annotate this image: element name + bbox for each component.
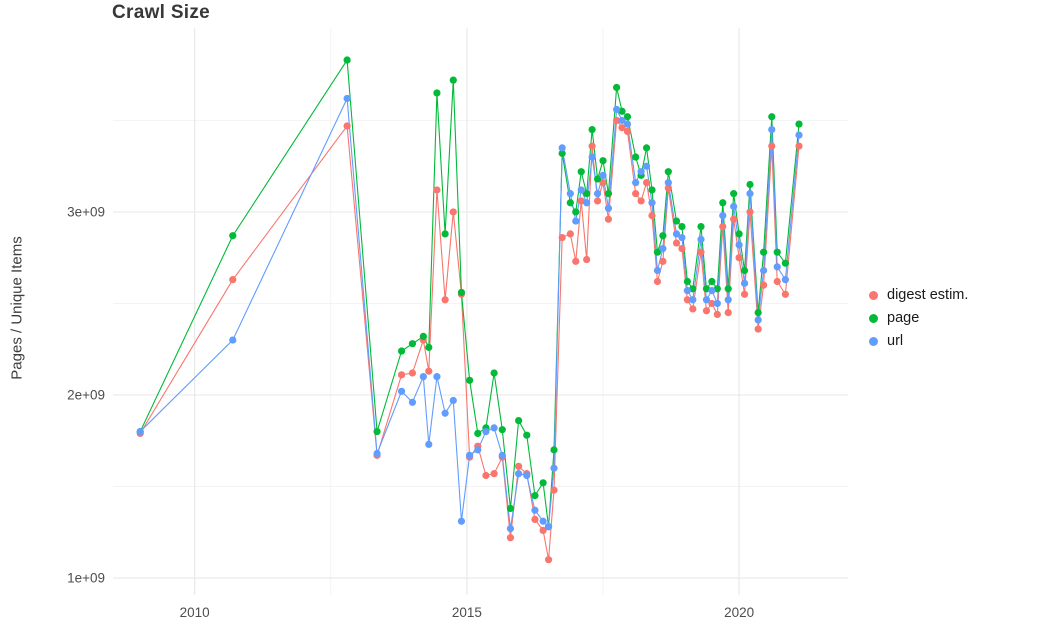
x-tick-label: 2010	[180, 605, 210, 620]
legend-item-digest: digest estim.	[869, 287, 968, 303]
gridlines	[113, 28, 848, 595]
legend: digest estim. page url	[869, 287, 968, 349]
legend-dot-page	[869, 313, 878, 323]
y-tick-label: 2e+09	[67, 387, 105, 402]
y-tick-label: 3e+09	[67, 204, 105, 219]
series-line-url	[139, 96, 800, 529]
legend-label-url: url	[887, 333, 904, 349]
y-tick-label: 1e+09	[67, 570, 105, 585]
series-points-url	[136, 94, 803, 533]
series-points-digest-estim	[136, 116, 803, 564]
chart-title: Crawl Size	[112, 2, 211, 23]
y-axis-title: Pages / Unique Items	[8, 236, 26, 380]
series-line-digest-estim	[139, 118, 800, 560]
legend-label-digest: digest estim.	[887, 287, 969, 303]
legend-label-page: page	[887, 310, 920, 326]
x-tick-label: 2015	[452, 605, 482, 620]
legend-dot-digest	[869, 290, 878, 300]
legend-item-url: url	[869, 333, 968, 349]
x-tick-label: 2020	[724, 605, 754, 620]
axis-tick-labels: 2010 2015 2020 1e+09 2e+09 3e+09	[67, 204, 754, 620]
legend-dot-url	[869, 336, 878, 346]
legend-item-page: page	[869, 310, 968, 326]
